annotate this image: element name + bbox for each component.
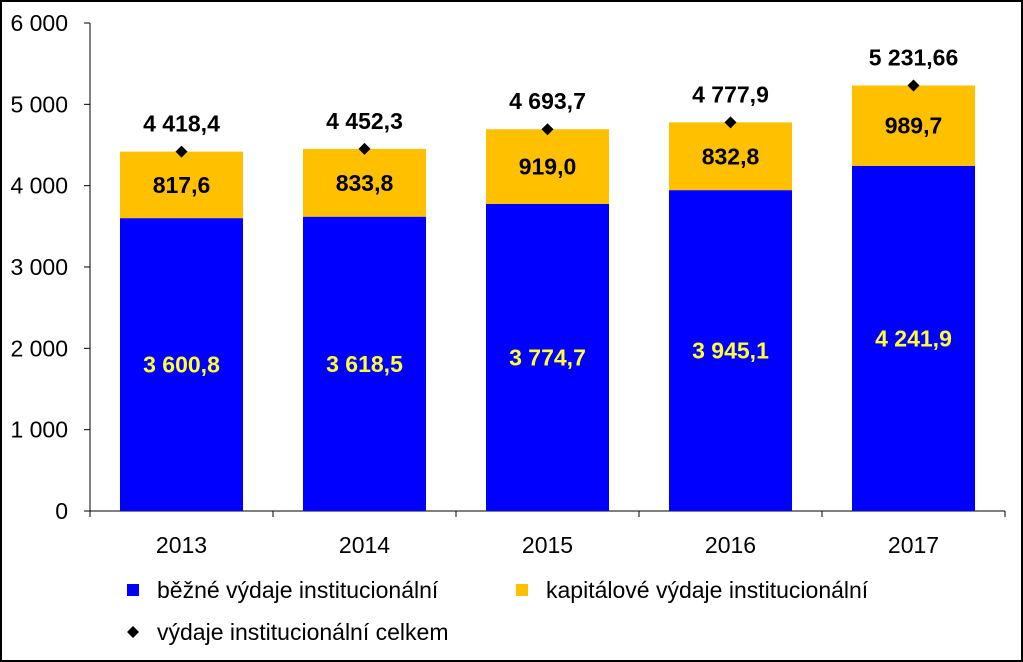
legend-label: výdaje institucionální celkem [157,619,448,645]
bar-bezne-2014 [303,216,426,512]
data-label-celkem: 4 777,9 [692,81,769,107]
total-marker-2013 [175,145,188,158]
bar-bezne-2015 [486,203,609,511]
y-tick-label: 5 000 [10,91,68,117]
bar-kapitalove-2015 [486,129,609,204]
bar-kapitalove-2013 [120,151,243,219]
legend-label: běžné výdaje institucionální [157,577,439,603]
total-marker-2017 [907,79,920,92]
y-tick-label: 3 000 [10,254,68,280]
bar-bezne-2016 [669,190,792,511]
y-tick-label: 2 000 [10,335,68,361]
y-tick-label: 0 [55,498,68,524]
bar-kapitalove-2017 [852,85,975,166]
data-label-bezne: 3 774,7 [509,344,586,370]
data-label-bezne: 4 241,9 [875,325,952,351]
bar-bezne-2017 [852,165,975,511]
data-label-bezne: 3 945,1 [692,338,769,364]
bar-kapitalove-2014 [303,148,426,217]
data-label-kapitalove: 817,6 [153,172,211,198]
bar-bezne-2013 [120,218,243,511]
data-label-celkem: 4 418,4 [143,111,220,137]
y-tick-label: 1 000 [10,417,68,443]
data-label-celkem: 5 231,66 [869,44,959,70]
legend-swatch [127,584,139,596]
data-label-kapitalove: 833,8 [336,170,394,196]
data-label-kapitalove: 832,8 [702,143,760,169]
data-label-kapitalove: 989,7 [885,113,943,139]
y-tick-label: 6 000 [10,10,68,36]
data-label-celkem: 4 452,3 [326,108,403,134]
total-marker-2014 [358,142,371,155]
bar-kapitalove-2016 [669,122,792,191]
y-tick-label: 4 000 [10,173,68,199]
x-tick-label: 2013 [156,532,207,558]
x-tick-label: 2014 [339,532,390,558]
data-label-celkem: 4 693,7 [509,88,586,114]
data-label-kapitalove: 919,0 [519,154,577,180]
total-marker-2015 [541,123,554,136]
legend-swatch [516,584,528,596]
data-label-bezne: 3 600,8 [143,352,220,378]
x-tick-label: 2017 [888,532,939,558]
x-tick-label: 2015 [522,532,573,558]
legend-label: kapitálové výdaje institucionální [546,577,869,603]
data-label-bezne: 3 618,5 [326,351,403,377]
x-tick-label: 2016 [705,532,756,558]
total-marker-2016 [724,116,737,129]
legend-swatch [127,626,139,638]
